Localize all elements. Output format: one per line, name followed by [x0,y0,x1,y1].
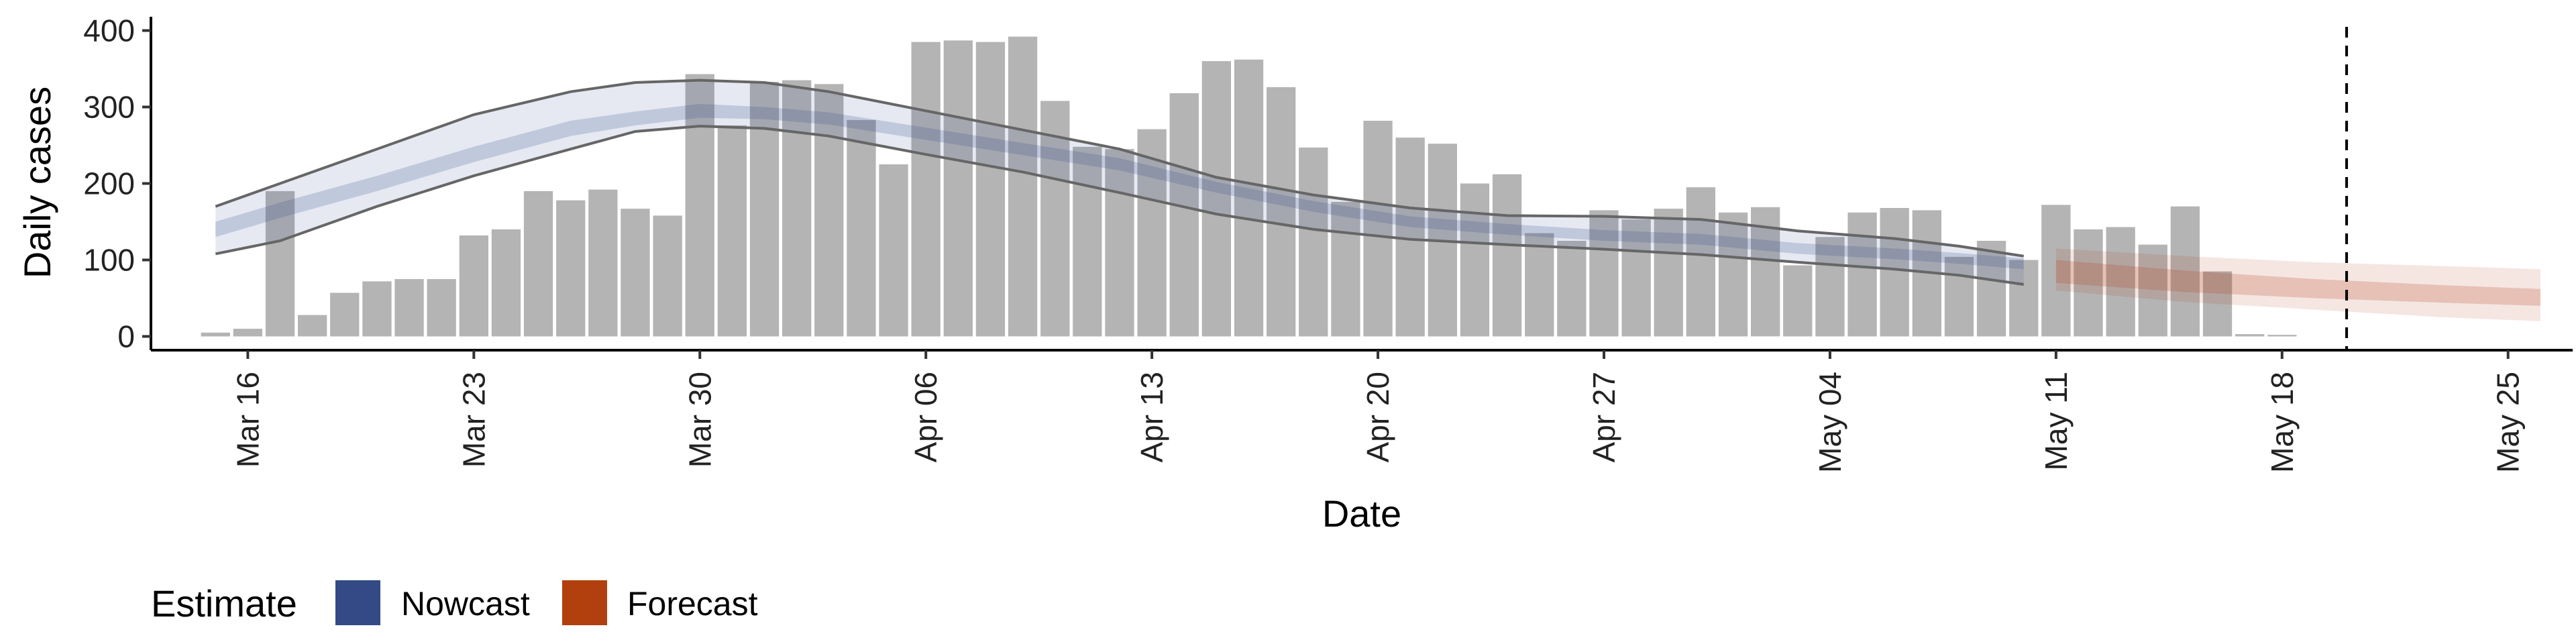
bar-day-58 [2074,229,2103,337]
forecast-outer-band [2055,248,2540,321]
bar-day-22 [911,42,941,337]
bar-day-9 [491,229,521,337]
bar-day-43 [1589,210,1619,337]
interval-lines [215,78,2025,286]
nowcast-inner-band [215,103,2024,270]
bar-day-60 [2138,244,2167,337]
y-tick-label-400: 400 [83,13,135,48]
bar-day-54 [1944,256,1974,337]
bar-day-6 [394,279,424,337]
bar-day-14 [653,215,682,337]
x-tick-label-4: Apr 13 [1134,372,1169,463]
bar-day-45 [1654,209,1683,337]
x-tick-label-6: Apr 27 [1587,372,1621,463]
bar-day-17 [749,81,780,337]
bar-day-31 [1201,61,1231,337]
bar-day-25 [1008,36,1038,337]
bar-day-44 [1621,219,1651,337]
x-axis-title: Date [1322,492,1401,535]
bar-day-63 [2235,334,2265,337]
bar-day-28 [1105,149,1134,337]
bar-day-16 [717,125,747,337]
bar-day-39 [1460,183,1490,337]
x-tick-label-1: Mar 23 [456,372,491,468]
bar-day-19 [814,84,844,337]
bar-day-15 [685,74,714,337]
bar-day-7 [427,279,456,337]
bar-day-42 [1557,241,1587,337]
bar-day-5 [362,281,392,337]
bar-day-59 [2106,227,2135,337]
bar-day-34 [1299,147,1328,337]
legend-title: Estimate [151,582,297,625]
legend-swatch-nowcast [335,580,380,625]
x-tick-label-5: Apr 20 [1360,372,1395,463]
bar-day-50 [1815,237,1845,337]
bar-day-36 [1363,121,1393,337]
bar-day-51 [1847,212,1877,337]
axes: 0 100 200 300 400 Mar 16 Mar 23 Mar 30 Apr 06 Apr… [83,13,2573,473]
bar-day-26 [1040,101,1070,337]
bar-day-29 [1137,129,1167,337]
bar-day-4 [330,292,360,337]
x-tick-label-10: May 25 [2491,372,2526,473]
nowcast-outer-band [215,80,2024,284]
forecast-inner-band [2055,260,2540,306]
nowcast-upper-line [215,78,2025,258]
y-tick-label-100: 100 [83,242,135,277]
legend: Estimate Nowcast Forecast [151,580,758,625]
x-tick-label-2: Mar 30 [682,372,717,468]
bar-day-55 [1976,241,2006,337]
x-tick-label-9: May 18 [2265,372,2300,473]
y-tick-label-200: 200 [83,166,135,201]
bar-day-56 [2009,260,2039,337]
bar-day-2 [265,191,295,337]
bar-day-61 [2170,206,2200,337]
bar-day-11 [556,200,586,337]
bar-day-47 [1718,212,1748,337]
bar-day-62 [2202,271,2233,337]
bar-day-40 [1492,174,1522,337]
bar-day-33 [1267,87,1296,337]
y-axis-title: Daily cases [16,87,58,278]
legend-label-forecast: Forecast [627,585,758,623]
bar-day-18 [782,80,812,337]
bar-day-52 [1880,208,1909,337]
y-tick-label-0: 0 [117,319,135,354]
y-tick-label-300: 300 [83,90,135,125]
bar-day-24 [975,42,1006,337]
x-tick-label-8: May 11 [2039,372,2074,470]
bar-day-1 [233,329,262,337]
x-tick-label-0: Mar 16 [230,372,265,468]
bar-day-27 [1073,146,1102,337]
legend-label-nowcast: Nowcast [401,585,530,623]
legend-swatch-forecast [562,580,607,625]
bar-day-46 [1686,187,1715,337]
bar-day-32 [1234,59,1264,337]
bar-day-8 [459,235,488,337]
bar-day-35 [1331,201,1360,337]
bar-day-23 [943,40,973,337]
bar-day-57 [2041,205,2071,337]
bar-day-12 [588,189,618,337]
bar-day-64 [2267,335,2297,337]
bar-day-20 [847,119,876,337]
bar-day-21 [879,164,908,337]
daily-cases-bars [201,36,2297,337]
estimate-bands [215,80,2540,321]
bar-day-0 [201,332,230,337]
nowcast-lower-line [215,124,2024,286]
bar-day-10 [523,191,553,337]
bar-day-3 [298,315,327,337]
x-tick-label-3: Apr 06 [908,372,943,463]
bar-day-13 [621,209,650,337]
bar-day-30 [1169,93,1199,337]
x-tick-label-7: May 04 [1813,372,1847,473]
bar-day-49 [1783,265,1813,337]
bar-day-41 [1525,233,1554,337]
